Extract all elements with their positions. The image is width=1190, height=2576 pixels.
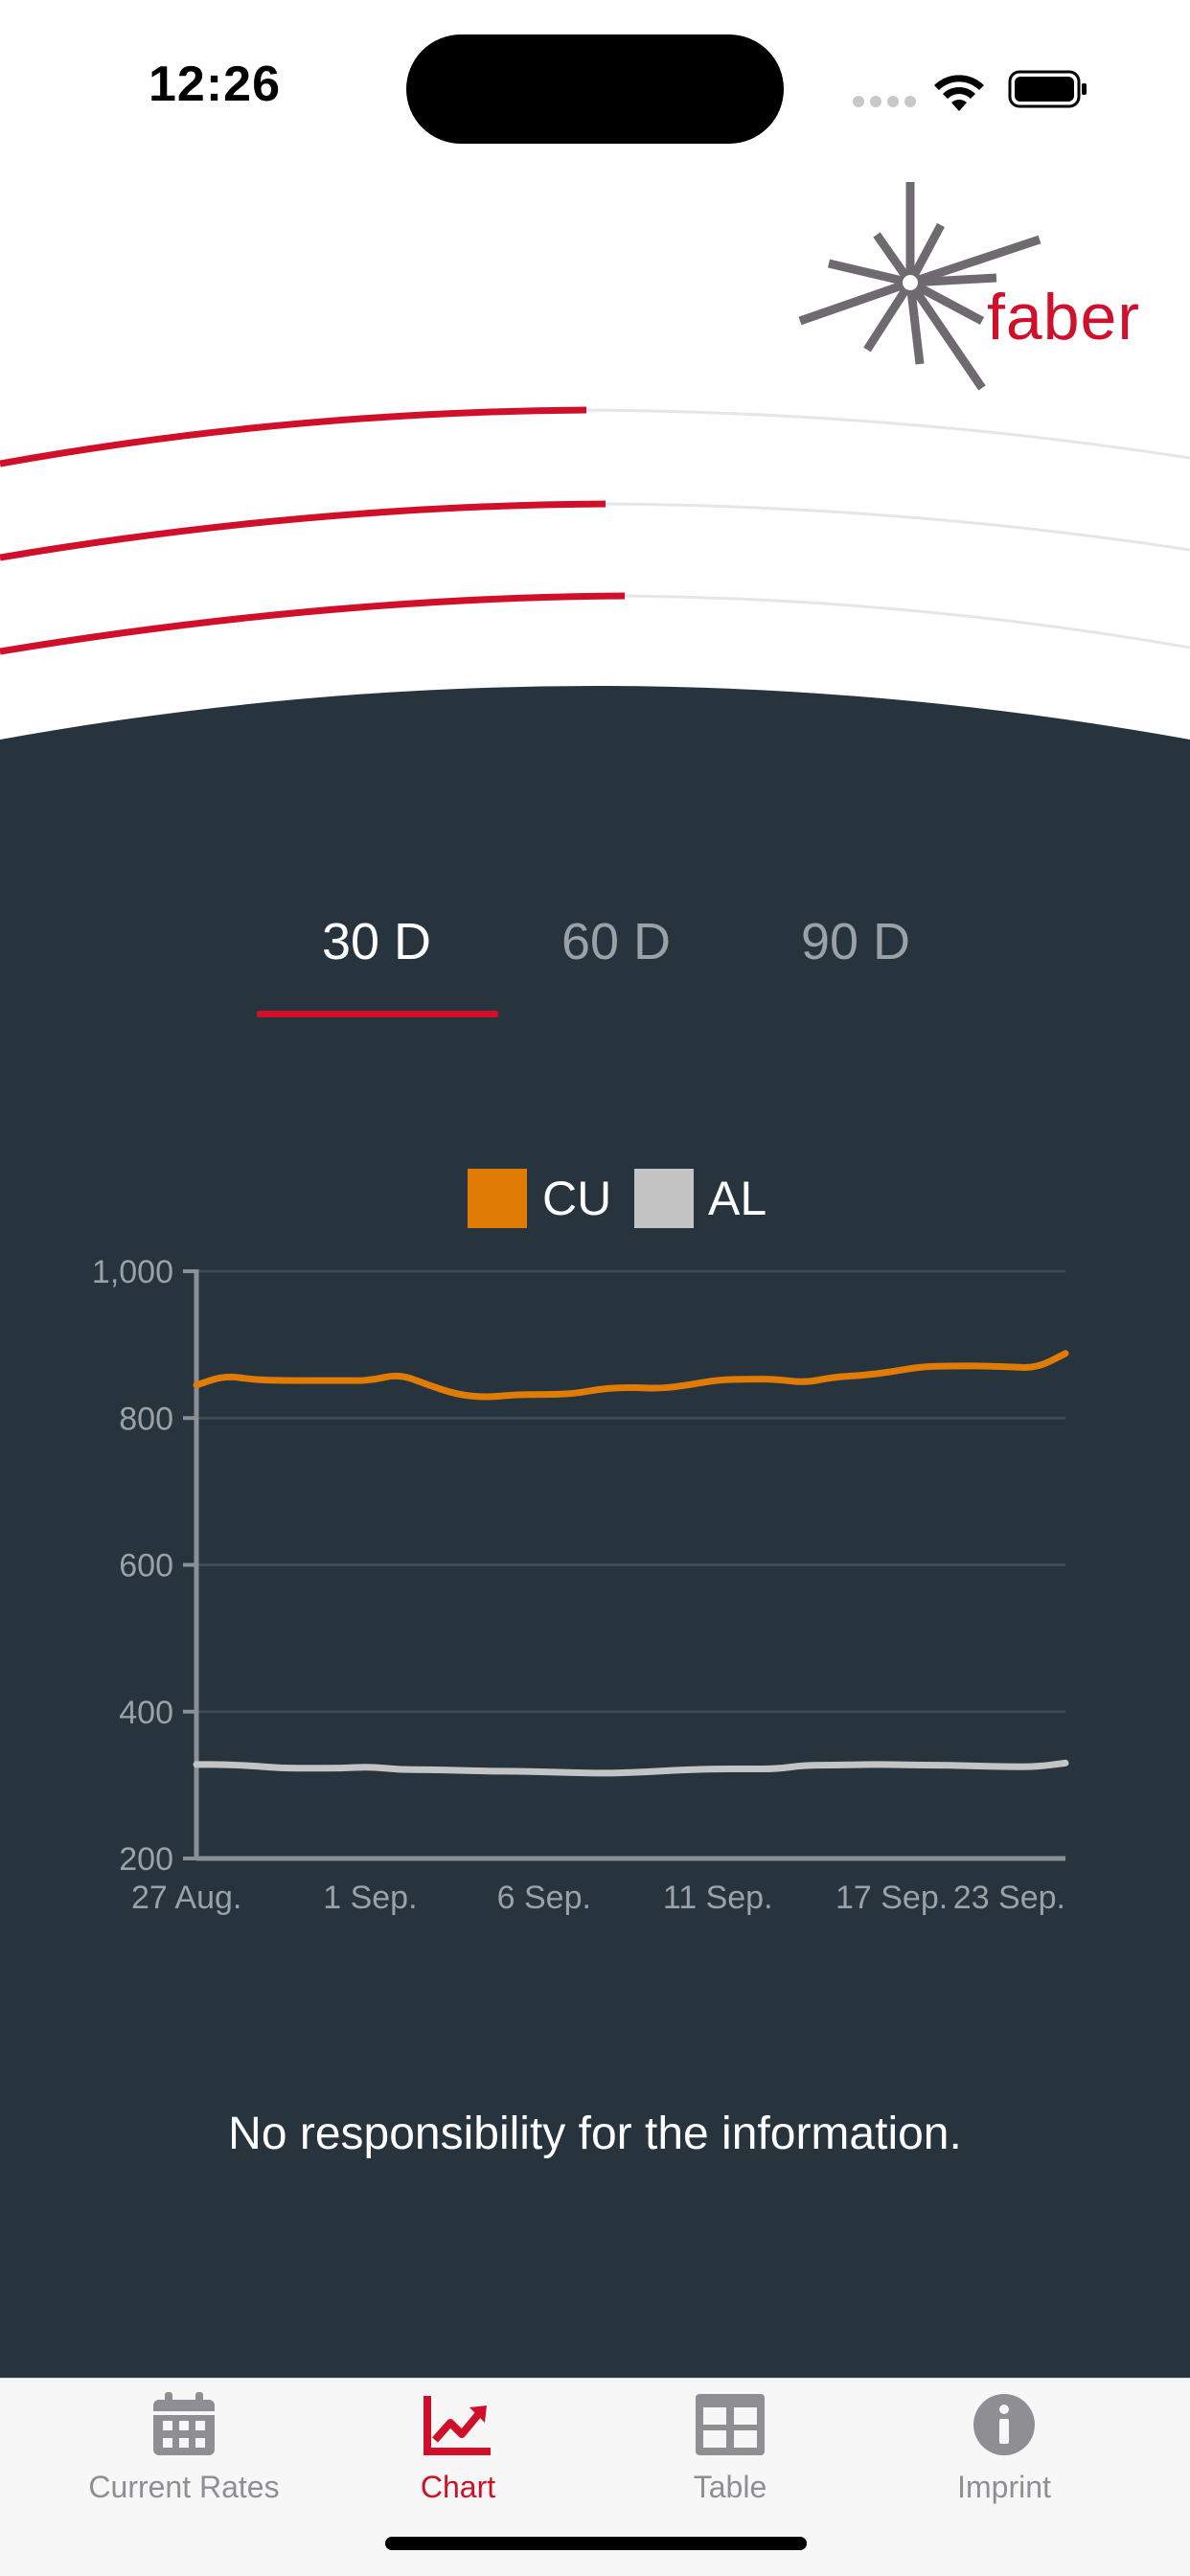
- table-icon: [586, 2390, 874, 2464]
- legend-al-swatch[interactable]: [634, 1169, 694, 1228]
- wifi-icon: [931, 69, 987, 116]
- x-tick-label: 23 Sep.: [953, 1880, 1065, 1916]
- y-tick-label: 1,000: [92, 1254, 173, 1290]
- nav-current-rates[interactable]: Current Rates: [40, 2390, 328, 2505]
- battery-icon: [1008, 69, 1088, 114]
- y-tick-label: 800: [119, 1401, 173, 1437]
- selected-tab-indicator: [257, 1011, 498, 1017]
- tab-90-days[interactable]: 90 D: [800, 913, 911, 970]
- info-icon: [860, 2390, 1148, 2464]
- faber-logo: [790, 177, 1164, 398]
- x-tick-label: 27 Aug.: [131, 1880, 241, 1916]
- y-tick-label: 600: [119, 1548, 173, 1584]
- series-line-al: [193, 1759, 1069, 1777]
- x-tick-label: 6 Sep.: [497, 1880, 591, 1916]
- nav-current-rates-label: Current Rates: [88, 2470, 280, 2504]
- price-line-chart: 200 400 600 800 1,000 27 Aug. 1 Sep. 6 Sep. 11 …: [92, 1254, 1069, 1916]
- faber-logo-text: faber: [987, 281, 1140, 353]
- legend-cu-swatch[interactable]: [468, 1169, 527, 1228]
- chart-icon: [314, 2390, 602, 2464]
- nav-imprint-label: Imprint: [957, 2470, 1051, 2504]
- dark-content-panel: [0, 686, 1190, 2378]
- nav-table-label: Table: [693, 2470, 767, 2504]
- y-tick-label: 400: [119, 1695, 173, 1731]
- legend-al-label[interactable]: AL: [708, 1172, 767, 1225]
- disclaimer-text: No responsibility for the information.: [228, 2109, 962, 2159]
- status-time: 12:26: [149, 57, 281, 112]
- nav-table[interactable]: Table: [586, 2390, 874, 2505]
- tab-30-days[interactable]: 30 D: [321, 913, 432, 970]
- legend-cu-label[interactable]: CU: [542, 1172, 612, 1225]
- x-tick-label: 11 Sep.: [663, 1880, 773, 1916]
- tab-60-days[interactable]: 60 D: [561, 913, 672, 970]
- nav-chart-label: Chart: [420, 2470, 496, 2504]
- dynamic-island: [406, 34, 784, 144]
- calendar-icon: [40, 2390, 328, 2464]
- y-tick-label: 200: [119, 1841, 173, 1878]
- cellular-signal-icon: [853, 94, 916, 114]
- nav-imprint[interactable]: Imprint: [860, 2390, 1148, 2505]
- series-line-cu: [193, 1350, 1069, 1401]
- x-tick-label: 1 Sep.: [323, 1880, 417, 1916]
- nav-chart[interactable]: Chart: [314, 2390, 602, 2505]
- home-indicator: [385, 2537, 807, 2550]
- header-curves-decoration: [0, 406, 1190, 655]
- x-tick-label: 17 Sep.: [835, 1880, 948, 1916]
